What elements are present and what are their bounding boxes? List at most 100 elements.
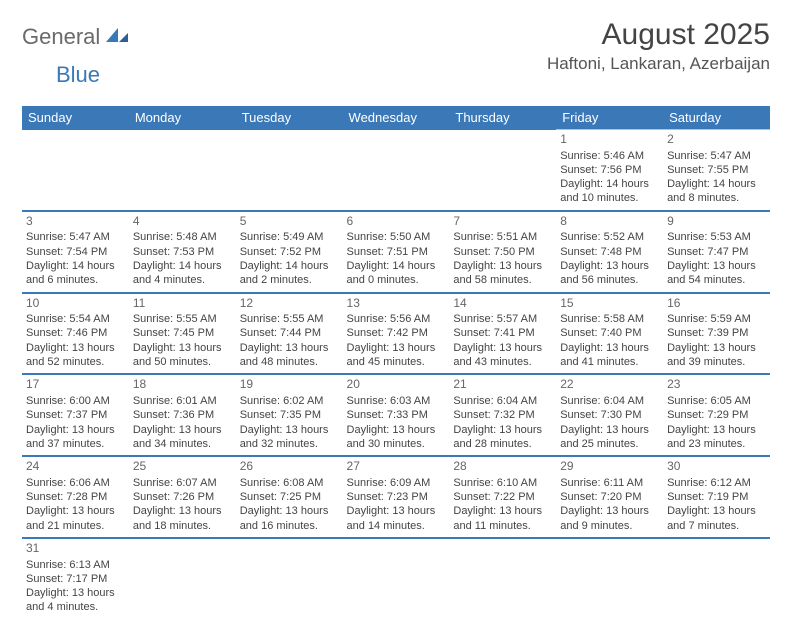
month-title: August 2025 (547, 18, 770, 52)
sunrise-text: Sunrise: 5:59 AM (667, 312, 766, 326)
sunrise-text: Sunrise: 6:06 AM (26, 476, 125, 490)
sunrise-text: Sunrise: 5:48 AM (133, 230, 232, 244)
daylight-text: Daylight: 13 hours and 56 minutes. (560, 259, 659, 288)
day-number: 16 (667, 296, 766, 312)
calendar-cell: 13Sunrise: 5:56 AMSunset: 7:42 PMDayligh… (343, 293, 450, 375)
sunset-text: Sunset: 7:55 PM (667, 163, 766, 177)
title-block: August 2025 Haftoni, Lankaran, Azerbaija… (547, 18, 770, 74)
calendar-cell: 20Sunrise: 6:03 AMSunset: 7:33 PMDayligh… (343, 374, 450, 456)
sunset-text: Sunset: 7:47 PM (667, 245, 766, 259)
calendar-cell: 26Sunrise: 6:08 AMSunset: 7:25 PMDayligh… (236, 456, 343, 538)
calendar-cell: 25Sunrise: 6:07 AMSunset: 7:26 PMDayligh… (129, 456, 236, 538)
daylight-text: Daylight: 14 hours and 8 minutes. (667, 177, 766, 206)
daylight-text: Daylight: 14 hours and 0 minutes. (347, 259, 446, 288)
day-number: 21 (453, 377, 552, 393)
logo-sail-icon (102, 24, 130, 50)
sunset-text: Sunset: 7:25 PM (240, 490, 339, 504)
daylight-text: Daylight: 13 hours and 34 minutes. (133, 423, 232, 452)
sunset-text: Sunset: 7:45 PM (133, 326, 232, 340)
sunrise-text: Sunrise: 6:04 AM (453, 394, 552, 408)
day-number: 27 (347, 459, 446, 475)
calendar-cell (129, 130, 236, 211)
daylight-text: Daylight: 13 hours and 43 minutes. (453, 341, 552, 370)
sunrise-text: Sunrise: 6:08 AM (240, 476, 339, 490)
daylight-text: Daylight: 13 hours and 23 minutes. (667, 423, 766, 452)
sunrise-text: Sunrise: 5:54 AM (26, 312, 125, 326)
sunset-text: Sunset: 7:33 PM (347, 408, 446, 422)
sunset-text: Sunset: 7:19 PM (667, 490, 766, 504)
weekday-header: Wednesday (343, 106, 450, 130)
day-number: 14 (453, 296, 552, 312)
sunrise-text: Sunrise: 5:49 AM (240, 230, 339, 244)
calendar-table: SundayMondayTuesdayWednesdayThursdayFrid… (22, 106, 770, 619)
calendar-cell: 29Sunrise: 6:11 AMSunset: 7:20 PMDayligh… (556, 456, 663, 538)
sunrise-text: Sunrise: 6:00 AM (26, 394, 125, 408)
calendar-row: 3Sunrise: 5:47 AMSunset: 7:54 PMDaylight… (22, 211, 770, 293)
sunrise-text: Sunrise: 5:47 AM (26, 230, 125, 244)
daylight-text: Daylight: 13 hours and 7 minutes. (667, 504, 766, 533)
sunrise-text: Sunrise: 6:07 AM (133, 476, 232, 490)
sunset-text: Sunset: 7:50 PM (453, 245, 552, 259)
calendar-cell: 10Sunrise: 5:54 AMSunset: 7:46 PMDayligh… (22, 293, 129, 375)
calendar-cell: 24Sunrise: 6:06 AMSunset: 7:28 PMDayligh… (22, 456, 129, 538)
calendar-cell (236, 538, 343, 619)
calendar-cell: 16Sunrise: 5:59 AMSunset: 7:39 PMDayligh… (663, 293, 770, 375)
calendar-cell: 21Sunrise: 6:04 AMSunset: 7:32 PMDayligh… (449, 374, 556, 456)
sunrise-text: Sunrise: 5:58 AM (560, 312, 659, 326)
weekday-header: Friday (556, 106, 663, 130)
sunset-text: Sunset: 7:54 PM (26, 245, 125, 259)
calendar-cell: 12Sunrise: 5:55 AMSunset: 7:44 PMDayligh… (236, 293, 343, 375)
day-number: 8 (560, 214, 659, 230)
sunrise-text: Sunrise: 5:57 AM (453, 312, 552, 326)
weekday-header: Saturday (663, 106, 770, 130)
calendar-cell: 6Sunrise: 5:50 AMSunset: 7:51 PMDaylight… (343, 211, 450, 293)
day-number: 15 (560, 296, 659, 312)
day-number: 19 (240, 377, 339, 393)
daylight-text: Daylight: 13 hours and 28 minutes. (453, 423, 552, 452)
daylight-text: Daylight: 13 hours and 48 minutes. (240, 341, 339, 370)
day-number: 5 (240, 214, 339, 230)
calendar-cell (449, 130, 556, 211)
sunrise-text: Sunrise: 6:05 AM (667, 394, 766, 408)
daylight-text: Daylight: 14 hours and 10 minutes. (560, 177, 659, 206)
daylight-text: Daylight: 14 hours and 6 minutes. (26, 259, 125, 288)
calendar-row: 17Sunrise: 6:00 AMSunset: 7:37 PMDayligh… (22, 374, 770, 456)
calendar-cell (236, 130, 343, 211)
day-number: 30 (667, 459, 766, 475)
calendar-cell: 18Sunrise: 6:01 AMSunset: 7:36 PMDayligh… (129, 374, 236, 456)
calendar-cell: 22Sunrise: 6:04 AMSunset: 7:30 PMDayligh… (556, 374, 663, 456)
calendar-cell: 28Sunrise: 6:10 AMSunset: 7:22 PMDayligh… (449, 456, 556, 538)
calendar-cell: 27Sunrise: 6:09 AMSunset: 7:23 PMDayligh… (343, 456, 450, 538)
sunrise-text: Sunrise: 5:50 AM (347, 230, 446, 244)
sunrise-text: Sunrise: 6:13 AM (26, 558, 125, 572)
sunset-text: Sunset: 7:37 PM (26, 408, 125, 422)
sunset-text: Sunset: 7:39 PM (667, 326, 766, 340)
header: General August 2025 Haftoni, Lankaran, A… (22, 18, 770, 74)
calendar-cell: 8Sunrise: 5:52 AMSunset: 7:48 PMDaylight… (556, 211, 663, 293)
day-number: 23 (667, 377, 766, 393)
calendar-cell: 15Sunrise: 5:58 AMSunset: 7:40 PMDayligh… (556, 293, 663, 375)
calendar-cell: 30Sunrise: 6:12 AMSunset: 7:19 PMDayligh… (663, 456, 770, 538)
sunset-text: Sunset: 7:23 PM (347, 490, 446, 504)
calendar-cell: 2Sunrise: 5:47 AMSunset: 7:55 PMDaylight… (663, 130, 770, 211)
sunset-text: Sunset: 7:44 PM (240, 326, 339, 340)
sunrise-text: Sunrise: 6:09 AM (347, 476, 446, 490)
calendar-body: 1Sunrise: 5:46 AMSunset: 7:56 PMDaylight… (22, 130, 770, 619)
calendar-cell: 11Sunrise: 5:55 AMSunset: 7:45 PMDayligh… (129, 293, 236, 375)
day-number: 11 (133, 296, 232, 312)
calendar-row: 10Sunrise: 5:54 AMSunset: 7:46 PMDayligh… (22, 293, 770, 375)
weekday-header-row: SundayMondayTuesdayWednesdayThursdayFrid… (22, 106, 770, 130)
sunset-text: Sunset: 7:30 PM (560, 408, 659, 422)
calendar-cell (556, 538, 663, 619)
logo-text-blue: Blue (56, 62, 100, 87)
daylight-text: Daylight: 13 hours and 11 minutes. (453, 504, 552, 533)
sunset-text: Sunset: 7:26 PM (133, 490, 232, 504)
calendar-cell: 23Sunrise: 6:05 AMSunset: 7:29 PMDayligh… (663, 374, 770, 456)
sunrise-text: Sunrise: 5:55 AM (133, 312, 232, 326)
sunset-text: Sunset: 7:40 PM (560, 326, 659, 340)
day-number: 9 (667, 214, 766, 230)
sunset-text: Sunset: 7:35 PM (240, 408, 339, 422)
weekday-header: Tuesday (236, 106, 343, 130)
daylight-text: Daylight: 13 hours and 30 minutes. (347, 423, 446, 452)
calendar-cell: 7Sunrise: 5:51 AMSunset: 7:50 PMDaylight… (449, 211, 556, 293)
